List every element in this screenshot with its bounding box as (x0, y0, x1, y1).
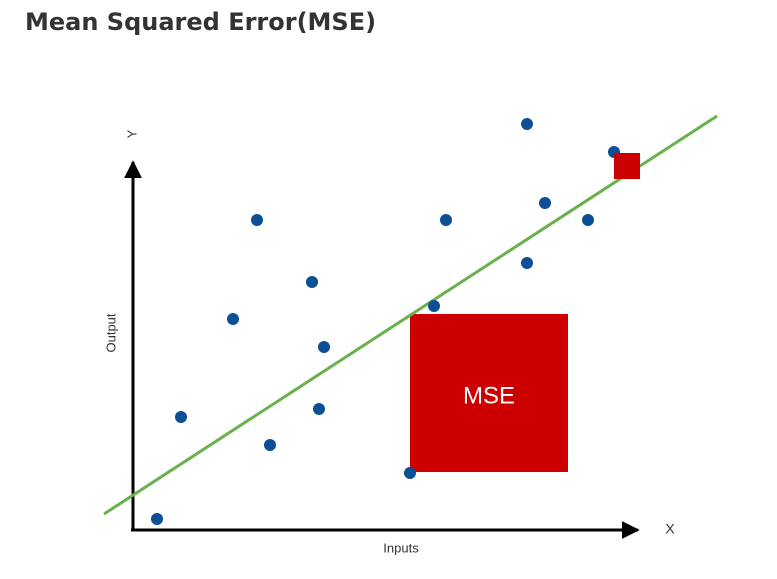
point (582, 214, 594, 226)
error-square (614, 153, 640, 179)
point (227, 313, 239, 325)
mse-box (410, 314, 568, 472)
points (151, 118, 620, 525)
point (264, 439, 276, 451)
y-label: Output (103, 313, 118, 352)
y-letter: Y (124, 129, 139, 138)
point (313, 403, 325, 415)
point (251, 214, 263, 226)
point (539, 197, 551, 209)
mse-label: MSE (463, 382, 515, 409)
x-letter: X (665, 521, 675, 537)
point (404, 467, 416, 479)
x-label: Inputs (383, 540, 419, 555)
point (428, 300, 440, 312)
point (151, 513, 163, 525)
title: Mean Squared Error(MSE) (25, 8, 377, 36)
point (521, 118, 533, 130)
point (175, 411, 187, 423)
regression-line (103, 114, 718, 516)
point (521, 257, 533, 269)
point (306, 276, 318, 288)
point (318, 341, 330, 353)
point (440, 214, 452, 226)
